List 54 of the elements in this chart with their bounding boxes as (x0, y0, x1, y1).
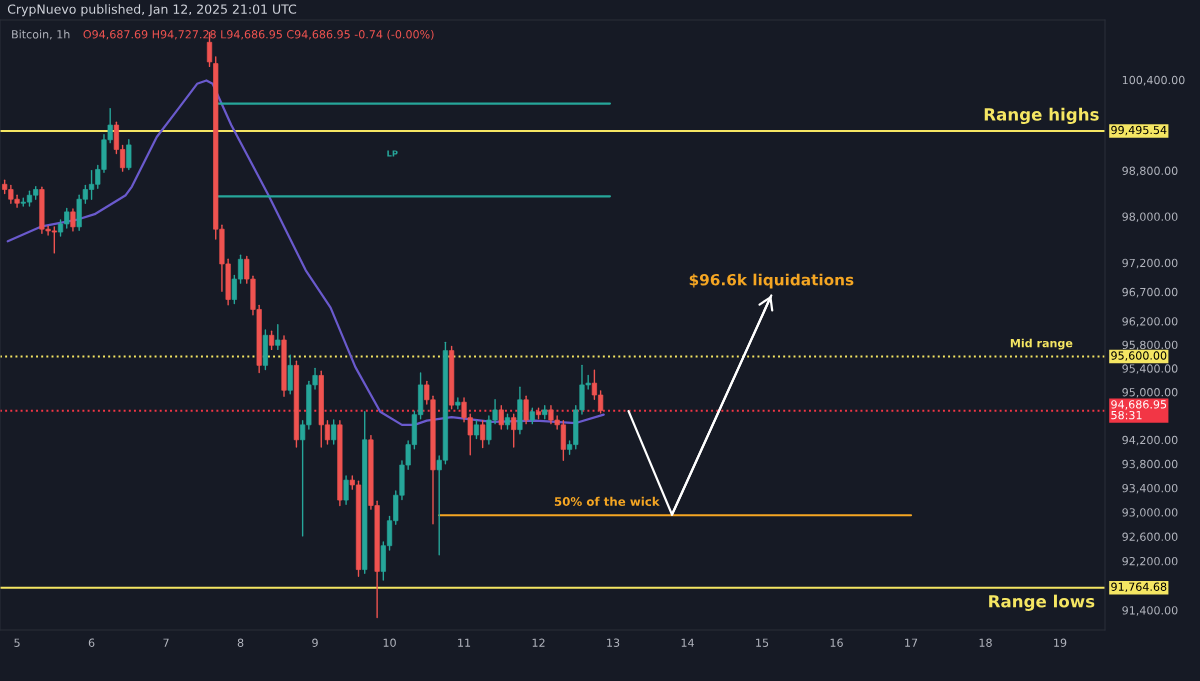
y-tick-label: 93,400.00 (1122, 483, 1178, 494)
y-tick-label: 96,700.00 (1122, 287, 1178, 298)
y-tick-label: 97,200.00 (1122, 258, 1178, 269)
ref-line-label: 99,495.54 (1111, 125, 1167, 136)
x-tick-label: 14 (681, 638, 694, 647)
text: CrypNuevo published, Jan 12, 2025 21:01 UTC (7, 4, 297, 17)
x-tick-label: 17 (905, 638, 918, 647)
ref-line-label: 91,764.68 (1111, 582, 1167, 593)
y-tick-label: 92,200.00 (1122, 556, 1178, 567)
x-tick-label: 16 (830, 638, 843, 647)
y-tick-label: 91,400.00 (1122, 606, 1178, 616)
x-tick-label: 9 (312, 638, 318, 647)
annotation: Mid range (1010, 338, 1073, 350)
candlestick (343, 475, 349, 506)
y-tick-label: 96,200.00 (1122, 317, 1178, 327)
x-tick-label: 12 (532, 638, 545, 647)
annotation: Range lows (989, 594, 1095, 611)
candlestick (331, 419, 337, 445)
y-tick-label: 93,000.00 (1122, 508, 1178, 518)
candlestick (126, 139, 132, 171)
x-tick-label: 13 (607, 638, 620, 647)
y-tick-label: 93,800.00 (1122, 459, 1178, 470)
y-tick-label: 98,800.00 (1122, 166, 1178, 177)
x-tick-label: 11 (458, 638, 471, 647)
candlestick (269, 330, 275, 351)
y-tick-label: 94,200.00 (1122, 435, 1178, 446)
candlestick (275, 323, 281, 351)
candlestick (480, 419, 486, 449)
candlestick (511, 413, 517, 448)
y-tick-label: 98,000.00 (1122, 212, 1178, 222)
text: Bitcoin, 1h (12, 29, 70, 40)
ref-line-label: 95,600.00 (1111, 351, 1167, 361)
x-tick-label: 6 (88, 638, 95, 647)
y-tick-label: 92,600.00 (1122, 532, 1178, 543)
y-tick-label: 95,800.00 (1122, 340, 1178, 351)
x-tick-label: 7 (163, 638, 169, 647)
x-tick-label: 18 (979, 638, 992, 647)
ref-line-label: 94,686.95 58:31 (1111, 400, 1167, 420)
y-tick-label: 95,400.00 (1122, 364, 1178, 374)
annotation: LP (387, 150, 398, 157)
candlestick (498, 405, 504, 430)
x-tick-label: 8 (237, 638, 244, 647)
annotation: $96.6k liquidations (689, 273, 854, 289)
annotation: 50% of the wick (554, 496, 660, 506)
candlestick (455, 397, 461, 410)
x-tick-label: 19 (1054, 638, 1067, 647)
x-tick-label: 10 (383, 638, 396, 647)
y-tick-label: 95,000.00 (1122, 388, 1178, 398)
x-tick-label: 5 (14, 638, 20, 647)
candlestick (523, 395, 529, 425)
x-tick-label: 15 (756, 638, 769, 647)
candlestick (70, 208, 76, 232)
annotation: Range highs (984, 107, 1099, 125)
y-tick-label: 100,400.00 (1122, 75, 1185, 86)
